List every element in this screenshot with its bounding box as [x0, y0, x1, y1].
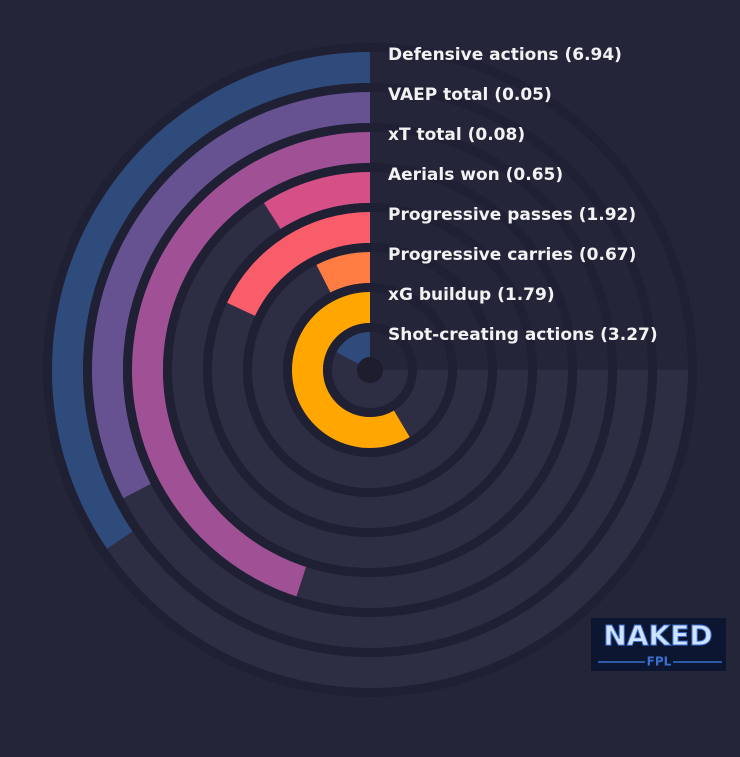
bar-label: Shot-creating actions (3.27): [388, 325, 658, 345]
logo: NAKED FPL: [591, 618, 726, 671]
bar: [263, 172, 370, 229]
bar: [292, 292, 410, 448]
logo-subtitle: FPL: [647, 655, 672, 669]
bar-label: Progressive passes (1.92): [388, 205, 636, 225]
bar-label: VAEP total (0.05): [388, 85, 552, 105]
bar: [132, 132, 370, 597]
ring-gap: [323, 323, 417, 417]
rings: [43, 43, 697, 697]
ring-gap: [203, 203, 537, 537]
bar: [316, 252, 370, 293]
bar: [336, 332, 370, 367]
bar-label: xG buildup (1.79): [388, 285, 555, 305]
ring-gap: [243, 243, 497, 497]
ring-gap: [123, 123, 617, 617]
bar-label: xT total (0.08): [388, 125, 525, 145]
bar: [91, 92, 371, 499]
bar: [52, 52, 370, 549]
bar-label: Progressive carries (0.67): [388, 245, 636, 265]
bar-label: Defensive actions (6.94): [388, 45, 622, 65]
ring-gap: [83, 83, 657, 657]
ring-gap: [163, 163, 577, 577]
bar: [227, 212, 370, 316]
center-dot: [357, 357, 383, 383]
ring-gap: [43, 43, 697, 697]
bar-label: Aerials won (0.65): [388, 165, 563, 185]
labels: Defensive actions (6.94) VAEP total (0.05…: [388, 45, 658, 345]
logo-title: NAKED: [603, 619, 712, 652]
ring-gap: [283, 283, 457, 457]
